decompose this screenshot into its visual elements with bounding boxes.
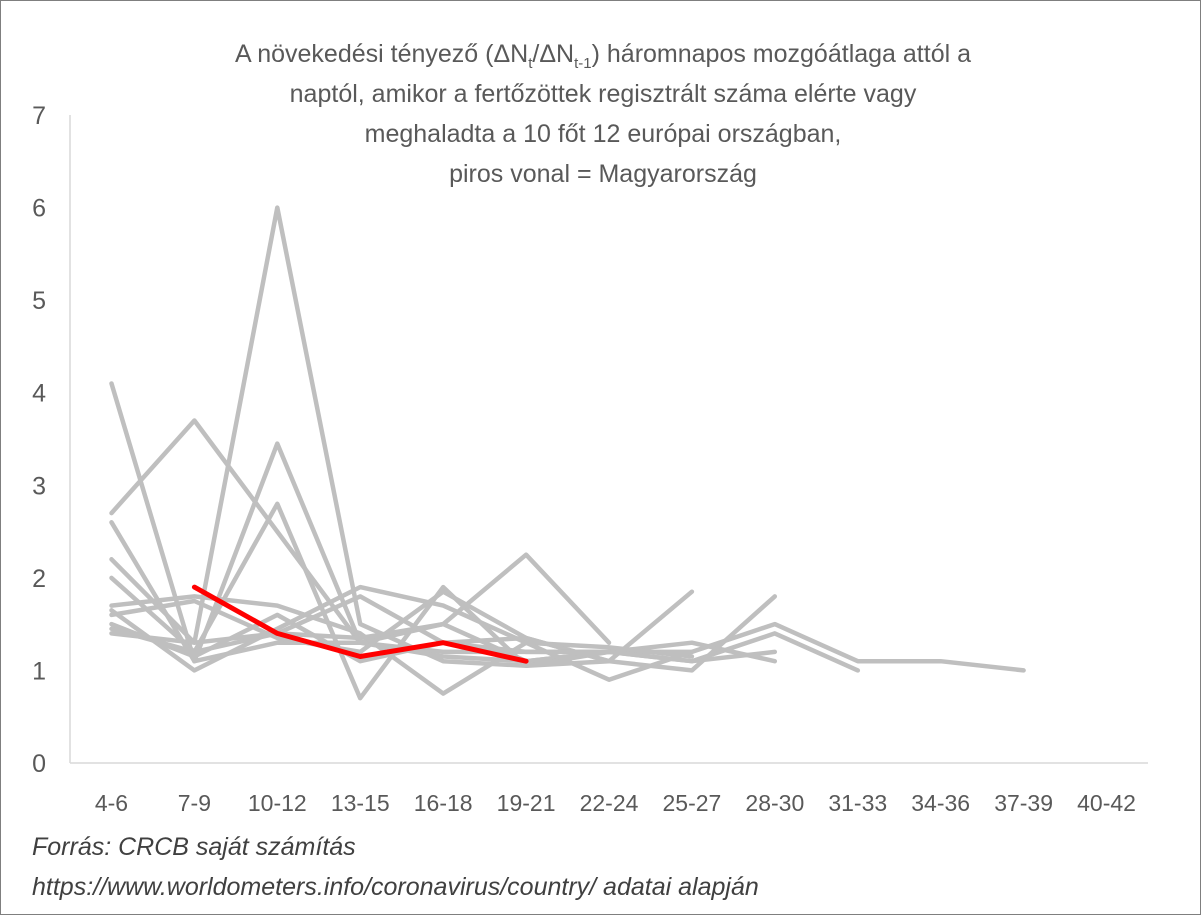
x-tick-label: 37-39 [994, 790, 1053, 816]
source-line-1: Forrás: CRCB saját számítás [32, 833, 356, 861]
title-line-3: meghaladta a 10 főt 12 európai országban… [364, 120, 842, 148]
title-line-2: naptól, amikor a fertőzöttek regisztrált… [289, 80, 917, 108]
x-tick-label: 19-21 [497, 790, 556, 816]
y-tick-label: 2 [32, 565, 46, 593]
x-tick-label: 16-18 [414, 790, 473, 816]
x-tick-label: 25-27 [663, 790, 722, 816]
x-tick-label: 22-24 [580, 790, 639, 816]
y-tick-label: 6 [32, 195, 46, 223]
x-tick-label: 4-6 [95, 790, 128, 816]
y-tick-label: 1 [32, 657, 46, 685]
y-tick-label: 4 [32, 380, 46, 408]
axes: 0 1 2 3 4 5 6 7 4-6 7-9 10-12 13-15 16-18 19-21 22-24 2… [32, 102, 1148, 816]
series-line-country [109, 584, 695, 682]
x-tick-label: 40-42 [1077, 790, 1136, 816]
title-line-4: piros vonal = Magyarország [449, 160, 757, 188]
series-line-country [109, 418, 861, 673]
y-tick-label: 5 [32, 287, 46, 315]
y-tick-label: 7 [32, 102, 46, 130]
x-tick-label: 28-30 [745, 790, 804, 816]
title-line-1: A növekedési tényező (ΔNt/ΔNt-1) háromna… [234, 40, 972, 72]
series-line-country [109, 501, 778, 701]
series-layer [109, 205, 1026, 701]
series-line-country [109, 594, 695, 696]
x-tick-label: 7-9 [178, 790, 211, 816]
x-tick-label: 31-33 [828, 790, 887, 816]
series-line-country [109, 205, 778, 669]
series-line-country [109, 552, 612, 655]
y-tick-label: 0 [32, 750, 46, 778]
y-tick-label: 3 [32, 472, 46, 500]
source-line-2: https://www.worldometers.info/coronaviru… [32, 873, 759, 901]
series-line-country [109, 441, 778, 664]
chart-title: A növekedési tényező (ΔNt/ΔNt-1) háromna… [120, 34, 1086, 194]
series-line-hungary [191, 584, 529, 664]
x-tick-label: 13-15 [331, 790, 390, 816]
x-tick-label: 34-36 [911, 790, 970, 816]
series-line-country [109, 594, 612, 655]
x-tick-label: 10-12 [248, 790, 307, 816]
